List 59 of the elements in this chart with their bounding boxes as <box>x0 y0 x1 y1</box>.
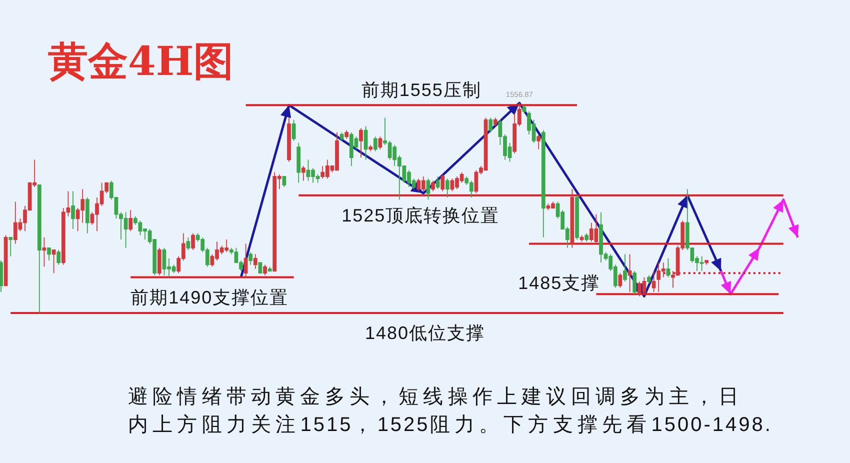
candlestick <box>157 247 162 276</box>
series-label: 前期1555压制 <box>361 80 482 100</box>
candlestick <box>426 178 430 200</box>
candlestick <box>191 232 195 250</box>
candlestick <box>652 270 656 292</box>
candlestick <box>570 188 574 248</box>
candlestick <box>666 258 670 278</box>
candlestick <box>253 254 258 270</box>
candlestick <box>632 270 637 295</box>
candlestick <box>536 134 541 150</box>
candlestick <box>368 144 373 152</box>
candlestick <box>580 234 584 242</box>
candlestick <box>704 260 709 266</box>
candlestick <box>301 166 306 182</box>
series-label: 前期1490支撑位置 <box>130 287 289 308</box>
candlestick <box>541 130 546 238</box>
candlestick <box>618 272 622 288</box>
candlestick <box>359 128 363 158</box>
candlestick <box>623 254 627 282</box>
series-label: 1485支撑 <box>518 273 600 294</box>
candlestick <box>56 250 61 266</box>
candlestick <box>128 210 133 232</box>
candlestick <box>263 264 267 276</box>
candlestick <box>37 184 42 314</box>
candlestick <box>47 247 51 261</box>
candlestick <box>85 197 90 234</box>
candlestick <box>522 104 526 114</box>
candlestick <box>344 130 349 140</box>
candlestick <box>647 274 651 284</box>
candlestick <box>42 236 46 268</box>
candlestick <box>244 243 248 278</box>
candlestick <box>248 252 253 266</box>
candlestick <box>440 174 445 192</box>
candlestick <box>71 190 75 230</box>
candlestick <box>287 117 291 162</box>
candlestick <box>575 194 579 240</box>
candlestick <box>431 180 435 192</box>
candlestick <box>268 266 272 272</box>
series-label: 1480低位支撑 <box>364 323 486 343</box>
chart-title: 黄金4H图 <box>48 38 234 85</box>
candlestick <box>493 117 498 127</box>
candlestick <box>436 176 440 190</box>
series-label: 1525顶底转换位置 <box>342 205 500 226</box>
candlestick <box>488 117 493 133</box>
candlestick <box>4 234 8 286</box>
candlestick <box>186 236 190 250</box>
candlestick <box>584 232 589 242</box>
candlestick <box>340 132 344 142</box>
candlestick <box>52 250 56 274</box>
candlestick <box>258 262 262 274</box>
candlestick <box>296 142 301 184</box>
candlestick <box>628 254 632 292</box>
candlestick <box>282 176 286 188</box>
candlestick <box>0 260 3 292</box>
candlestick <box>445 178 450 198</box>
candlestick <box>373 136 378 152</box>
candlestick <box>292 119 296 142</box>
candlestick <box>364 126 368 160</box>
candlestick <box>8 236 13 257</box>
